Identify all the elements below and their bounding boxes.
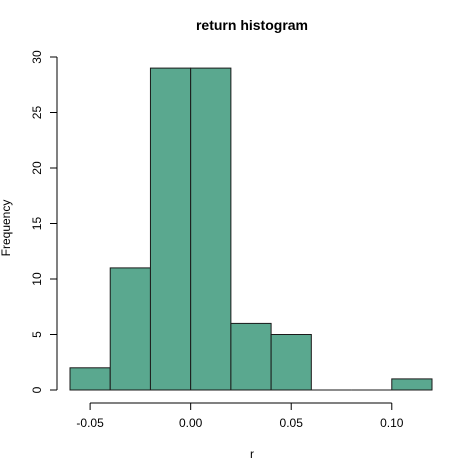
y-tick-label: 20 xyxy=(30,161,44,175)
chart-title: return histogram xyxy=(196,17,308,33)
x-tick-label: 0.10 xyxy=(380,416,404,430)
x-axis: -0.05 0.00 0.05 0.10 xyxy=(76,402,404,430)
y-tick-label: 5 xyxy=(30,331,44,338)
histogram-bar-4 xyxy=(230,322,272,391)
y-tick-label: 0 xyxy=(30,386,44,393)
x-tick-label: -0.05 xyxy=(76,416,104,430)
x-tick-label: 0.05 xyxy=(280,416,304,430)
histogram-bar-5 xyxy=(270,334,312,391)
y-axis-label: Frequency xyxy=(0,200,13,257)
histogram-bar-0 xyxy=(69,367,111,391)
y-tick-label: 10 xyxy=(30,272,44,286)
y-tick-label: 30 xyxy=(30,50,44,64)
histogram-bar-1 xyxy=(109,267,151,391)
y-tick-label: 15 xyxy=(30,217,44,231)
histogram-bar-2 xyxy=(149,67,192,391)
y-axis: 0 5 10 15 20 25 30 xyxy=(30,50,58,393)
x-tick-label: 0.00 xyxy=(179,416,203,430)
bars-group xyxy=(69,67,433,391)
histogram-bar-8 xyxy=(391,378,433,391)
histogram-bar-3 xyxy=(190,67,232,391)
x-axis-label: r xyxy=(250,447,254,461)
y-tick-label: 25 xyxy=(30,106,44,120)
